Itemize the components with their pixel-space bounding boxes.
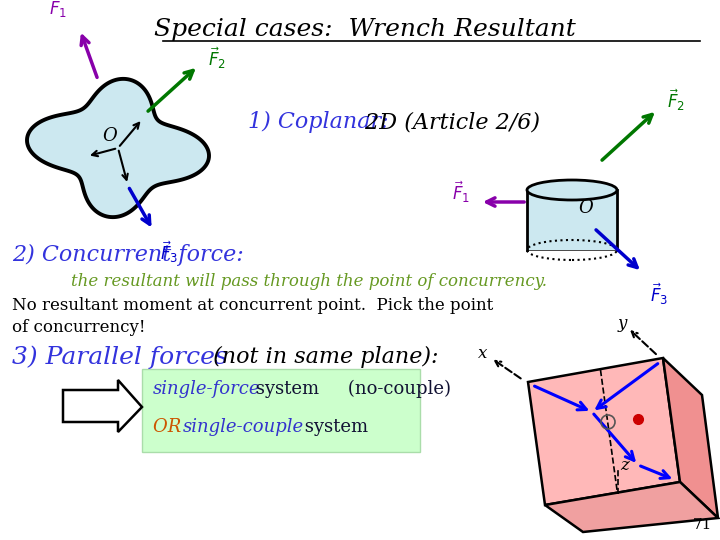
Text: $\vec{F}_1$: $\vec{F}_1$ [49,0,67,20]
Polygon shape [663,358,718,518]
Text: the resultant will pass through the point of concurrency.: the resultant will pass through the poin… [50,273,547,291]
Text: O: O [103,127,117,145]
Text: $\vec{F}_2$: $\vec{F}_2$ [667,87,685,113]
Text: 1) Coplanar:: 1) Coplanar: [248,111,389,133]
Text: OR: OR [153,418,193,436]
Bar [527,190,617,250]
Text: 3) Parallel forces: 3) Parallel forces [12,345,228,369]
Text: $\vec{F}_2$: $\vec{F}_2$ [208,45,226,71]
Text: Special cases:  Wrench Resultant: Special cases: Wrench Resultant [154,18,576,41]
Text: (not in same plane):: (not in same plane): [206,346,438,368]
Text: z: z [621,457,629,474]
Polygon shape [27,79,209,217]
Text: system: system [299,418,368,436]
Text: No resultant moment at concurrent point.  Pick the point: No resultant moment at concurrent point.… [12,298,493,314]
Polygon shape [63,380,142,432]
Text: $\vec{F}_3$: $\vec{F}_3$ [160,240,179,266]
Text: O: O [579,199,593,217]
Text: $\vec{F}_1$: $\vec{F}_1$ [452,179,470,205]
Ellipse shape [527,180,617,200]
Text: 2D (Article 2/6): 2D (Article 2/6) [358,111,540,133]
Polygon shape [545,482,718,532]
Text: y: y [617,314,626,332]
Polygon shape [528,358,680,505]
Text: system     (no-couple): system (no-couple) [250,380,451,398]
Text: $\vec{F}_3$: $\vec{F}_3$ [650,282,668,307]
Text: single-force: single-force [153,380,261,398]
Text: 2) Concurrent force:: 2) Concurrent force: [12,244,244,266]
Text: single-couple: single-couple [183,418,304,436]
FancyBboxPatch shape [142,369,420,452]
Text: of concurrency!: of concurrency! [12,320,145,336]
Text: 71: 71 [693,518,712,532]
Text: x: x [478,346,487,362]
